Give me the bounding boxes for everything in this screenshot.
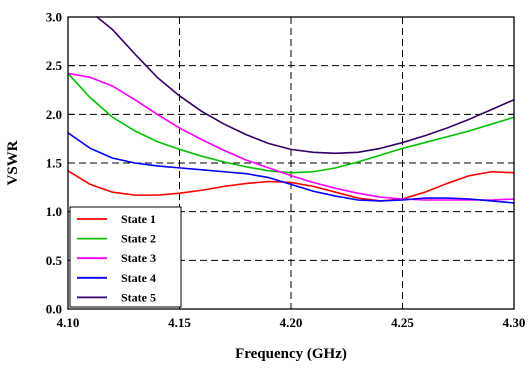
legend: State 1 State 2 State 3 State 4 State 5 (69, 206, 182, 308)
legend-label-4: State 4 (121, 271, 156, 285)
series-line-2 (67, 72, 515, 174)
y-axis-label: VSWR (5, 140, 21, 185)
y-tick-label: 1.5 (46, 156, 63, 171)
series-line-3 (67, 72, 515, 201)
y-tick-label: 3.0 (46, 10, 62, 25)
x-tick-label: 4.25 (391, 315, 414, 330)
x-axis-label: Frequency (GHz) (235, 346, 347, 362)
series-line-4 (67, 132, 515, 204)
legend-label-3: State 3 (121, 251, 156, 265)
tick-layer: 4.10 4.15 4.20 4.25 4.30 0.0 0.5 1.0 1.5 2.0 2.5 3.… (46, 10, 526, 331)
legend-label-5: State 5 (121, 290, 156, 304)
y-tick-label: 0.5 (46, 253, 63, 268)
legend-label-2: State 2 (121, 232, 156, 246)
y-tick-label: 0.0 (46, 302, 62, 317)
x-tick-label: 4.10 (57, 315, 80, 330)
series-layer (67, 16, 515, 204)
y-tick-label: 1.0 (46, 204, 62, 219)
x-tick-label: 4.15 (168, 315, 191, 330)
series-line-5 (96, 16, 515, 155)
x-tick-label: 4.20 (280, 315, 303, 330)
y-tick-label: 2.0 (46, 107, 62, 122)
legend-box (69, 206, 182, 308)
legend-label-1: State 1 (121, 212, 156, 226)
x-tick-label: 4.30 (503, 315, 526, 330)
series-line-1 (67, 169, 515, 202)
y-tick-label: 2.5 (46, 58, 63, 73)
